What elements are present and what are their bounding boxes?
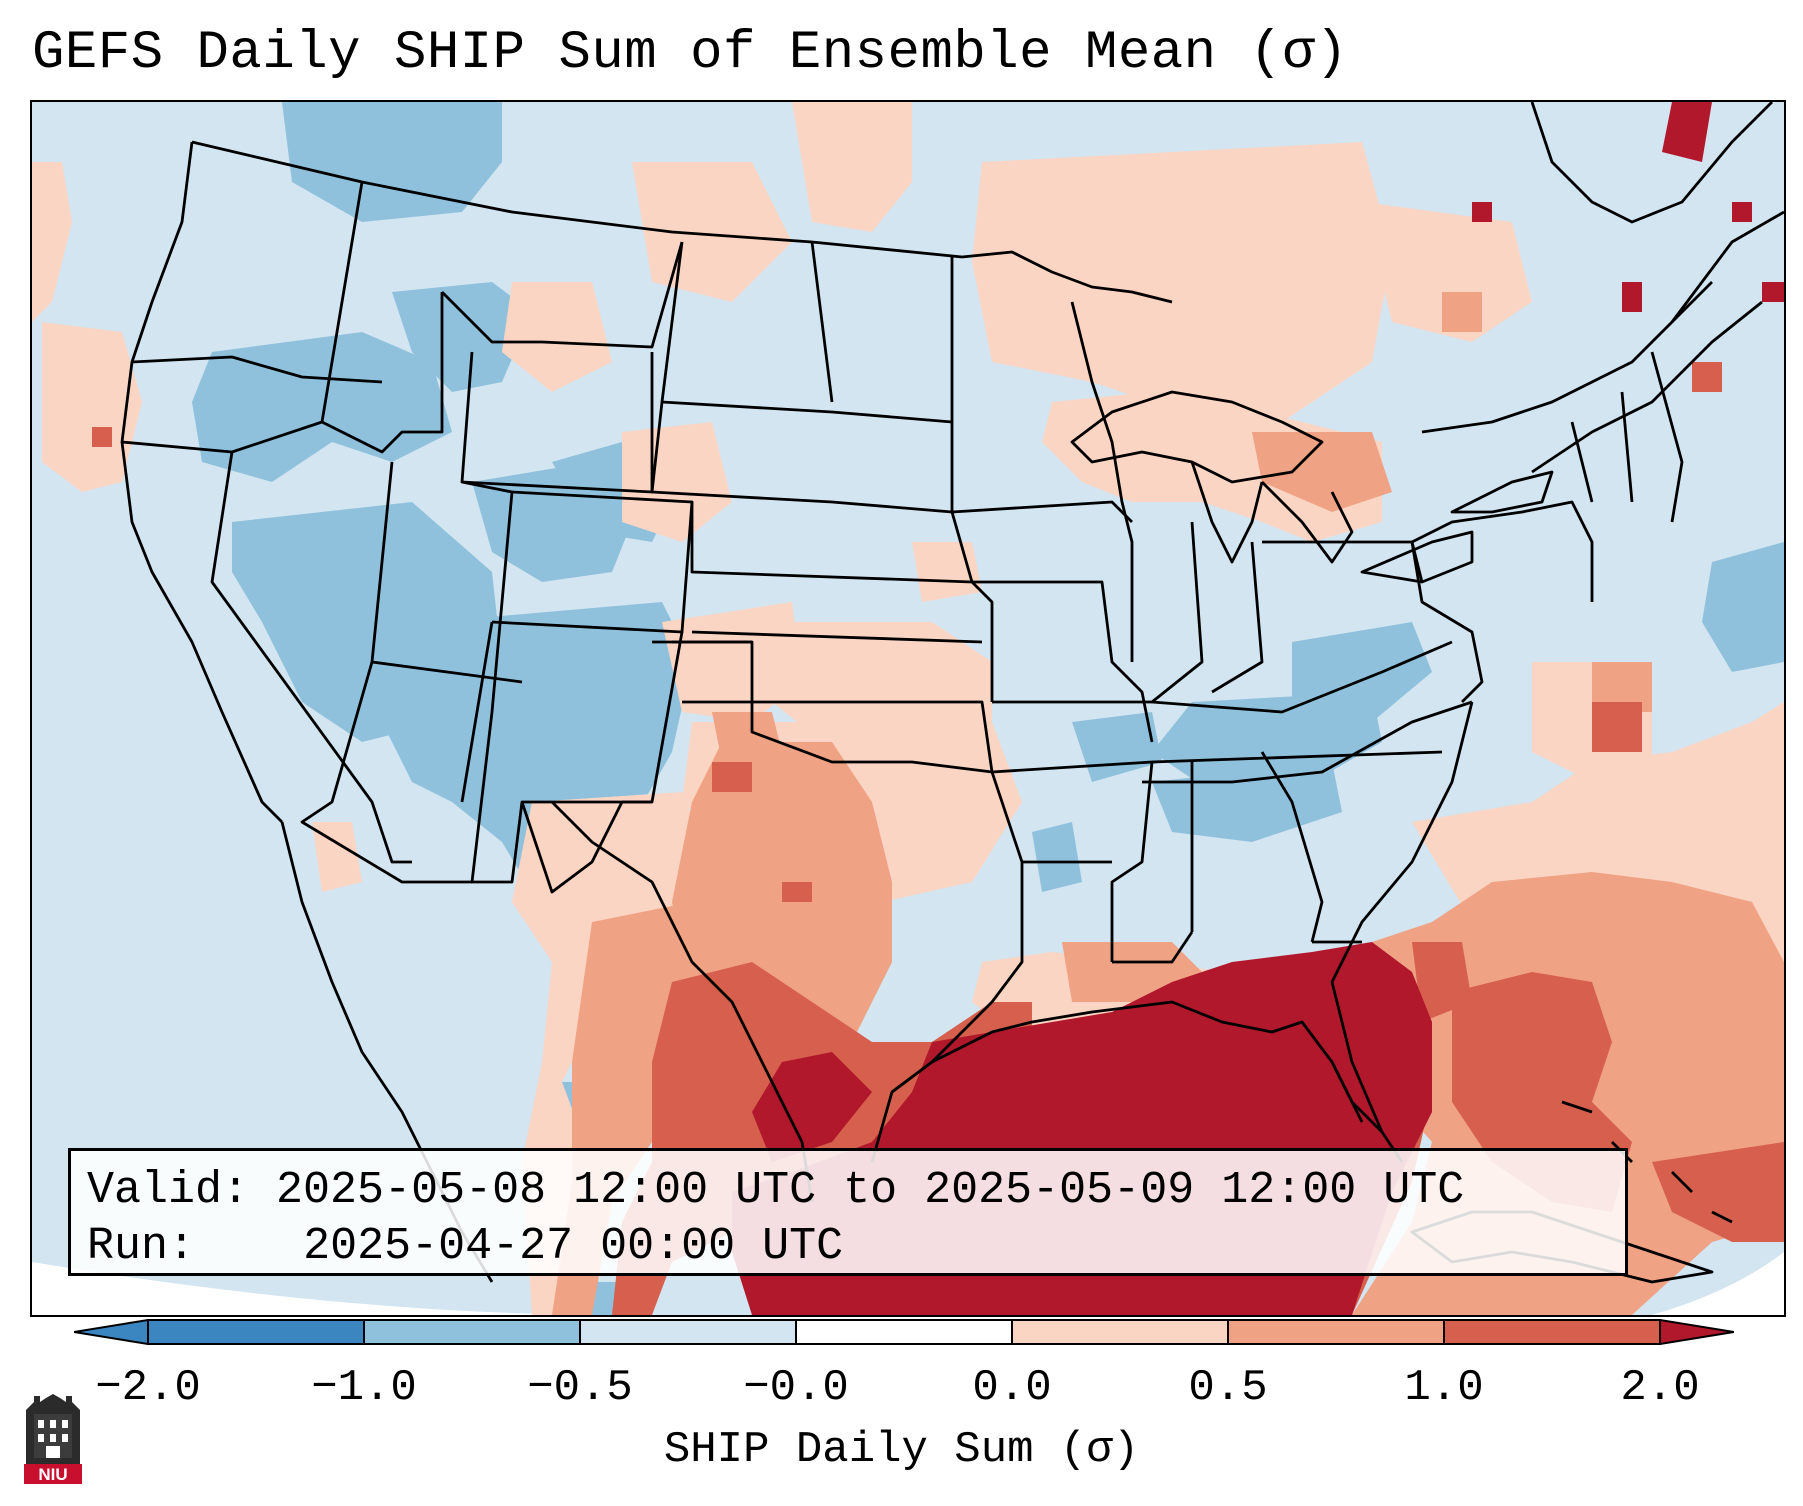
colorbar <box>74 1319 1734 1345</box>
colorbar-segment <box>364 1320 581 1344</box>
colorbar-tick-label: 2.0 <box>1620 1363 1700 1413</box>
colorbar-extend-low <box>74 1319 149 1345</box>
colorbar-tick-label: −0.5 <box>527 1363 633 1413</box>
colorbar-tick-label: −0.0 <box>743 1363 849 1413</box>
valid-label: Valid: <box>87 1165 250 1216</box>
colorbar-segment <box>1228 1320 1445 1344</box>
colorbar-extend-high <box>1659 1319 1734 1345</box>
map-panel[interactable]: Valid: 2025-05-08 12:00 UTC to 2025-05-0… <box>30 100 1786 1317</box>
colorbar-tick-label: 0.5 <box>1188 1363 1268 1413</box>
niu-logo: NIU <box>24 1394 82 1484</box>
run-label: Run: <box>87 1221 196 1272</box>
run-value: 2025-04-27 00:00 UTC <box>303 1221 844 1272</box>
colorbar-ticks <box>147 1320 1661 1344</box>
colorbar-segment <box>1012 1320 1229 1344</box>
colorbar-segment <box>148 1320 365 1344</box>
map-svg <box>32 102 1784 1315</box>
colorbar-tick-label: −2.0 <box>95 1363 201 1413</box>
colorbar-label: SHIP Daily Sum (σ) <box>663 1425 1140 1475</box>
logo-text: NIU <box>38 1465 67 1484</box>
validity-info-box: Valid: 2025-05-08 12:00 UTC to 2025-05-0… <box>68 1148 1628 1276</box>
outside-domain-left <box>32 1262 592 1315</box>
colorbar-tick-label: −1.0 <box>311 1363 417 1413</box>
colorbar-segments <box>74 1319 1734 1345</box>
colorbar-segment <box>796 1320 1013 1344</box>
chart-title: GEFS Daily SHIP Sum of Ensemble Mean (σ) <box>32 23 1349 84</box>
state-boundaries <box>120 102 1784 1284</box>
colorbar-segment <box>580 1320 797 1344</box>
colorbar-segment <box>1444 1320 1661 1344</box>
valid-value: 2025-05-08 12:00 UTC to 2025-05-09 12:00… <box>276 1165 1465 1216</box>
colorbar-tick-label: 0.0 <box>972 1363 1052 1413</box>
colorbar-tick-label: 1.0 <box>1404 1363 1484 1413</box>
niu-building-icon <box>26 1394 80 1464</box>
outside-domain-right <box>1652 1252 1784 1315</box>
